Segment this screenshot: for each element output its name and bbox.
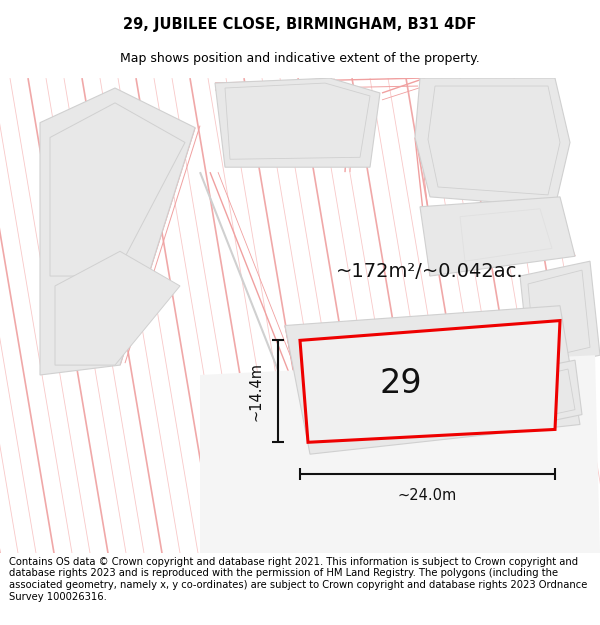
Polygon shape bbox=[528, 270, 590, 360]
Text: 29: 29 bbox=[379, 367, 422, 399]
Text: ~14.4m: ~14.4m bbox=[248, 362, 263, 421]
Polygon shape bbox=[55, 251, 180, 365]
Text: ~172m²/~0.042ac.: ~172m²/~0.042ac. bbox=[336, 262, 524, 281]
Polygon shape bbox=[300, 321, 560, 442]
Polygon shape bbox=[285, 306, 580, 454]
Text: ~24.0m: ~24.0m bbox=[398, 488, 457, 503]
Polygon shape bbox=[40, 88, 195, 375]
Polygon shape bbox=[420, 197, 575, 276]
Polygon shape bbox=[225, 83, 370, 159]
Text: 29, JUBILEE CLOSE, BIRMINGHAM, B31 4DF: 29, JUBILEE CLOSE, BIRMINGHAM, B31 4DF bbox=[124, 18, 476, 32]
Polygon shape bbox=[460, 209, 552, 261]
Polygon shape bbox=[508, 369, 575, 423]
Polygon shape bbox=[428, 86, 560, 195]
Polygon shape bbox=[50, 103, 185, 276]
Text: Contains OS data © Crown copyright and database right 2021. This information is : Contains OS data © Crown copyright and d… bbox=[9, 557, 587, 601]
Polygon shape bbox=[200, 355, 600, 553]
Polygon shape bbox=[520, 261, 600, 370]
Polygon shape bbox=[415, 78, 570, 207]
Polygon shape bbox=[215, 78, 380, 167]
Polygon shape bbox=[500, 360, 582, 429]
Text: Map shows position and indicative extent of the property.: Map shows position and indicative extent… bbox=[120, 52, 480, 65]
